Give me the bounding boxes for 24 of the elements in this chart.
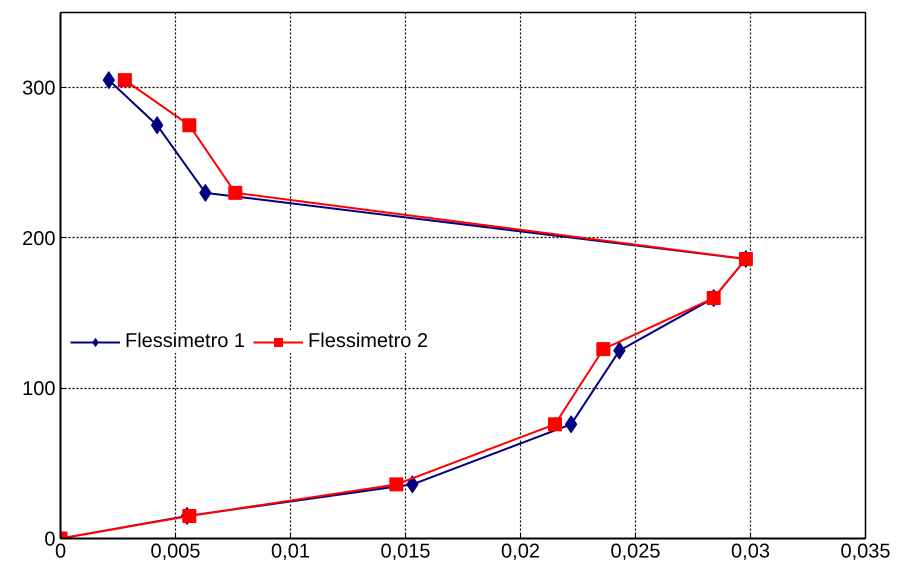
x-tick-label: 0,025 bbox=[610, 540, 661, 562]
point bbox=[182, 508, 196, 523]
point bbox=[150, 116, 164, 134]
y-tick-label: 100 bbox=[22, 378, 56, 400]
x-tick-label: 0,015 bbox=[380, 540, 431, 562]
point bbox=[182, 118, 196, 132]
point bbox=[228, 186, 242, 200]
point bbox=[389, 477, 404, 492]
x-tick-label: 0,005 bbox=[150, 540, 201, 562]
y-tick-label: 200 bbox=[22, 228, 56, 250]
point bbox=[199, 184, 212, 202]
legend-label: Flessimetro 2 bbox=[308, 330, 428, 353]
y-tick-label: 300 bbox=[22, 78, 56, 100]
point bbox=[564, 415, 578, 434]
x-tick-label: 0,02 bbox=[501, 540, 540, 562]
point bbox=[596, 342, 610, 356]
point bbox=[613, 342, 626, 360]
point bbox=[118, 73, 132, 88]
x-tick-label: 0,01 bbox=[271, 540, 310, 562]
point bbox=[406, 475, 419, 494]
point bbox=[548, 417, 562, 432]
x-tick-label: 0,035 bbox=[840, 540, 891, 562]
legend-label: Flessimetro 1 bbox=[125, 330, 246, 353]
x-tick-label: 0,03 bbox=[731, 540, 770, 562]
